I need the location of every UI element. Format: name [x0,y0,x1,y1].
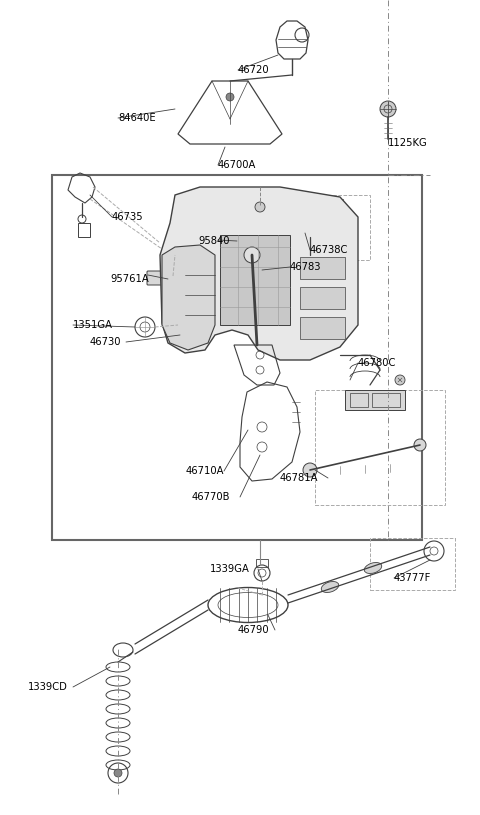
Circle shape [255,202,265,212]
Text: 46730: 46730 [90,337,121,347]
Text: 46781A: 46781A [280,473,319,483]
Circle shape [226,93,234,101]
Text: 95761A: 95761A [110,274,149,284]
Bar [277,199,287,207]
Text: 46735: 46735 [112,212,144,222]
Bar [315,390,445,505]
Ellipse shape [321,582,339,593]
Circle shape [414,439,426,451]
Text: 46780C: 46780C [358,358,396,368]
Polygon shape [162,245,215,350]
Text: 46770B: 46770B [192,492,230,502]
FancyBboxPatch shape [196,231,240,255]
Text: 46783: 46783 [290,262,322,272]
Bar [300,287,345,309]
Text: 1339GA: 1339GA [210,564,250,574]
Polygon shape [160,187,358,360]
Text: 84640E: 84640E [118,113,156,123]
Ellipse shape [364,562,382,574]
Text: 46738C: 46738C [310,245,348,255]
Bar [78,223,90,237]
Text: 1125KG: 1125KG [388,138,428,148]
Circle shape [303,463,317,477]
Bar [370,538,455,590]
Circle shape [380,101,396,117]
FancyBboxPatch shape [147,271,174,285]
Circle shape [244,247,260,263]
Bar [295,199,305,207]
Text: 1351GA: 1351GA [73,320,113,330]
Text: 43777F: 43777F [394,573,432,583]
Text: 95840: 95840 [198,236,229,246]
Bar [300,317,345,339]
Bar [350,393,368,407]
Text: 46720: 46720 [238,65,270,75]
Text: 46700A: 46700A [218,160,256,170]
Text: 46790: 46790 [238,625,270,635]
Bar [300,257,345,279]
Bar [372,393,400,407]
Text: 46710A: 46710A [186,466,225,476]
Circle shape [114,769,122,777]
Bar [315,199,325,207]
Bar [52,175,422,540]
Bar [345,390,405,410]
Bar [240,235,250,247]
Bar [175,195,370,260]
Circle shape [395,375,405,385]
Bar [256,559,268,567]
Bar [220,235,290,325]
Bar [333,199,343,207]
Bar [200,225,236,233]
Text: 1339CD: 1339CD [28,682,68,692]
